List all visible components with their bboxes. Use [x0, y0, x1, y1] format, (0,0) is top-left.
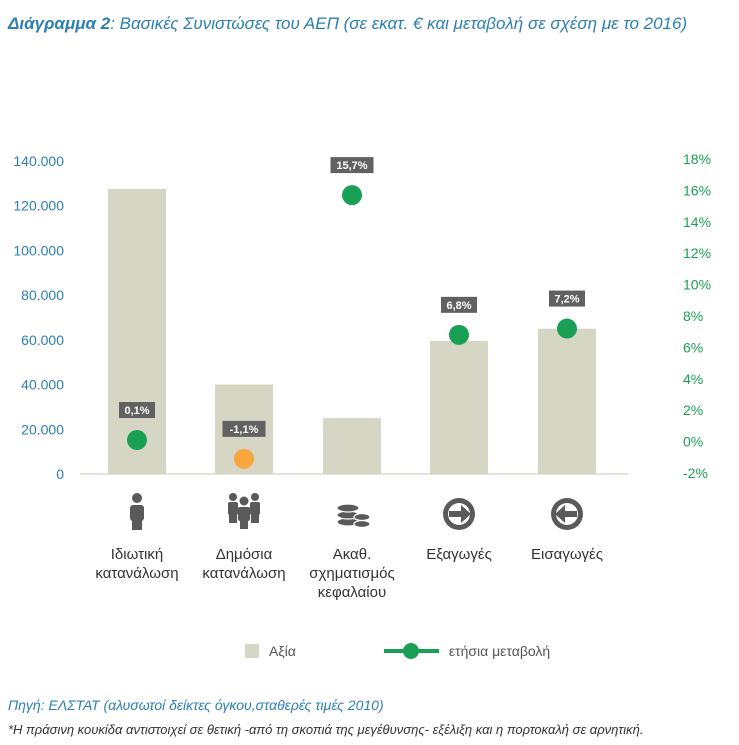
arrow-left-icon [551, 498, 583, 530]
left-axis-tick-label: 100.000 [13, 242, 64, 258]
person-icon [130, 493, 144, 530]
data-label: 0,1% [124, 405, 149, 417]
data-label-box [330, 157, 374, 174]
data-label: 15,7% [336, 160, 367, 172]
data-label: 6,8% [446, 300, 471, 312]
bar-value [430, 340, 488, 474]
category-label: Εξαγωγές [426, 546, 492, 563]
change-marker [234, 448, 254, 469]
chart-title: Διάγραμμα 2: Βασικές Συνιστώσες του ΑΕΠ … [8, 14, 733, 34]
right-axis-tick-label: 6% [683, 339, 703, 355]
data-label-box [119, 402, 155, 419]
category-label: Δημόσια [216, 546, 273, 563]
coins-icon [336, 503, 371, 529]
change-marker [342, 185, 362, 206]
data-label-box [222, 420, 266, 437]
chart-legend: Αξία ετήσια μεταβολή [245, 641, 550, 661]
chart-title-lead: Διάγραμμα 2 [8, 14, 111, 33]
bar-value [323, 418, 381, 474]
category-label: Εισαγωγές [531, 546, 603, 563]
category-label: κατανάλωση [202, 565, 285, 582]
footnote: *Η πράσινη κουκίδα αντιστοιχεί σε θετική… [8, 722, 644, 737]
left-axis-tick-label: 40.000 [21, 377, 64, 393]
category-label: σχηματισμός [309, 565, 395, 582]
right-axis-tick-label: 16% [683, 182, 711, 198]
left-axis-tick-label: 120.000 [13, 198, 64, 214]
data-label: -1,1% [230, 424, 259, 436]
legend-marker-swatch [383, 641, 439, 661]
category-label: Ιδιωτική [111, 546, 163, 563]
data-label-box [549, 290, 585, 307]
left-axis-tick-label: 140.000 [13, 153, 64, 169]
right-axis-tick-label: -2% [683, 465, 708, 481]
legend-line-label: ετήσια μεταβολή [448, 643, 551, 659]
group-icon [228, 493, 260, 529]
right-axis-tick-label: 4% [683, 371, 703, 387]
left-axis-tick-label: 0 [56, 466, 64, 482]
left-axis-tick-label: 20.000 [21, 421, 64, 437]
left-axis-tick-label: 80.000 [21, 287, 64, 303]
category-label: κεφαλαίου [318, 584, 386, 601]
right-axis-tick-label: 14% [683, 214, 711, 230]
category-label: Ακαθ. [333, 546, 372, 563]
right-axis-tick-label: 12% [683, 245, 711, 261]
right-axis-tick-label: 2% [683, 402, 703, 418]
right-axis-tick-label: 18% [683, 151, 711, 167]
bar-value [538, 328, 596, 474]
source-note: Πηγή: ΕΛΣΤΑΤ (αλυσωτοί δείκτες όγκου,στα… [8, 697, 384, 713]
change-marker [127, 430, 147, 451]
change-marker [557, 318, 577, 339]
arrow-right-icon [443, 498, 475, 530]
bar-value [108, 188, 166, 475]
right-axis-tick-label: 10% [683, 277, 711, 293]
data-label-box [441, 296, 477, 313]
legend-bar-label: Αξία [269, 643, 296, 659]
right-axis-tick-label: 8% [683, 308, 703, 324]
chart-title-text: : Βασικές Συνιστώσες του ΑΕΠ (σε εκατ. €… [110, 14, 688, 33]
change-marker [449, 324, 469, 345]
right-axis-tick-label: 0% [683, 434, 703, 450]
gdp-components-chart: 0 20.000 40.000 60.000 80.000 100.000 120.000 1… [13, 151, 711, 601]
legend-bar-swatch [245, 644, 259, 658]
left-axis-tick-label: 60.000 [21, 332, 64, 348]
category-label: κατανάλωση [95, 565, 178, 582]
data-label: 7,2% [554, 294, 579, 306]
